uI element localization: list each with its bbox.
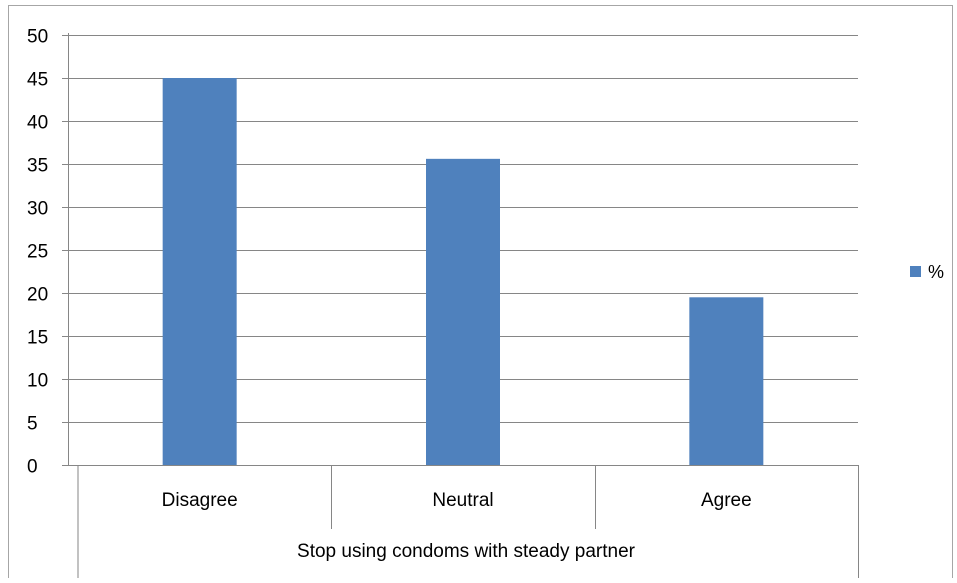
- bar: [689, 297, 764, 465]
- x-tick-label: Neutral: [432, 490, 493, 511]
- legend: %: [910, 262, 944, 282]
- y-tick-label: 20: [27, 285, 48, 306]
- y-tick-label: 35: [27, 156, 48, 177]
- bar: [162, 78, 237, 465]
- y-tick-label: 10: [27, 371, 48, 392]
- legend-swatch: [910, 266, 921, 277]
- x-tick-label: Disagree: [162, 490, 238, 511]
- y-tick-label: 40: [27, 113, 48, 134]
- y-tick-label: 25: [27, 242, 48, 263]
- x-axis-labels: Disagree Neutral Agree: [162, 490, 752, 511]
- y-axis-ticks: 0 5 10 15 20 25 30 35 40 45 50: [27, 27, 68, 478]
- bar: [426, 158, 500, 465]
- y-tick-label: 30: [27, 199, 48, 220]
- y-tick-label: 50: [27, 27, 48, 48]
- chart-border: [8, 5, 953, 583]
- x-axis-group-label: Stop using condoms with steady partner: [297, 541, 636, 562]
- legend-label: %: [928, 262, 944, 282]
- x-tick-label: Agree: [701, 490, 752, 511]
- y-tick-label: 15: [27, 328, 48, 349]
- y-tick-label: 5: [27, 414, 38, 435]
- axes: [68, 33, 859, 578]
- y-tick-label: 45: [27, 70, 48, 91]
- bars: [162, 78, 764, 465]
- y-tick-label: 0: [27, 457, 38, 478]
